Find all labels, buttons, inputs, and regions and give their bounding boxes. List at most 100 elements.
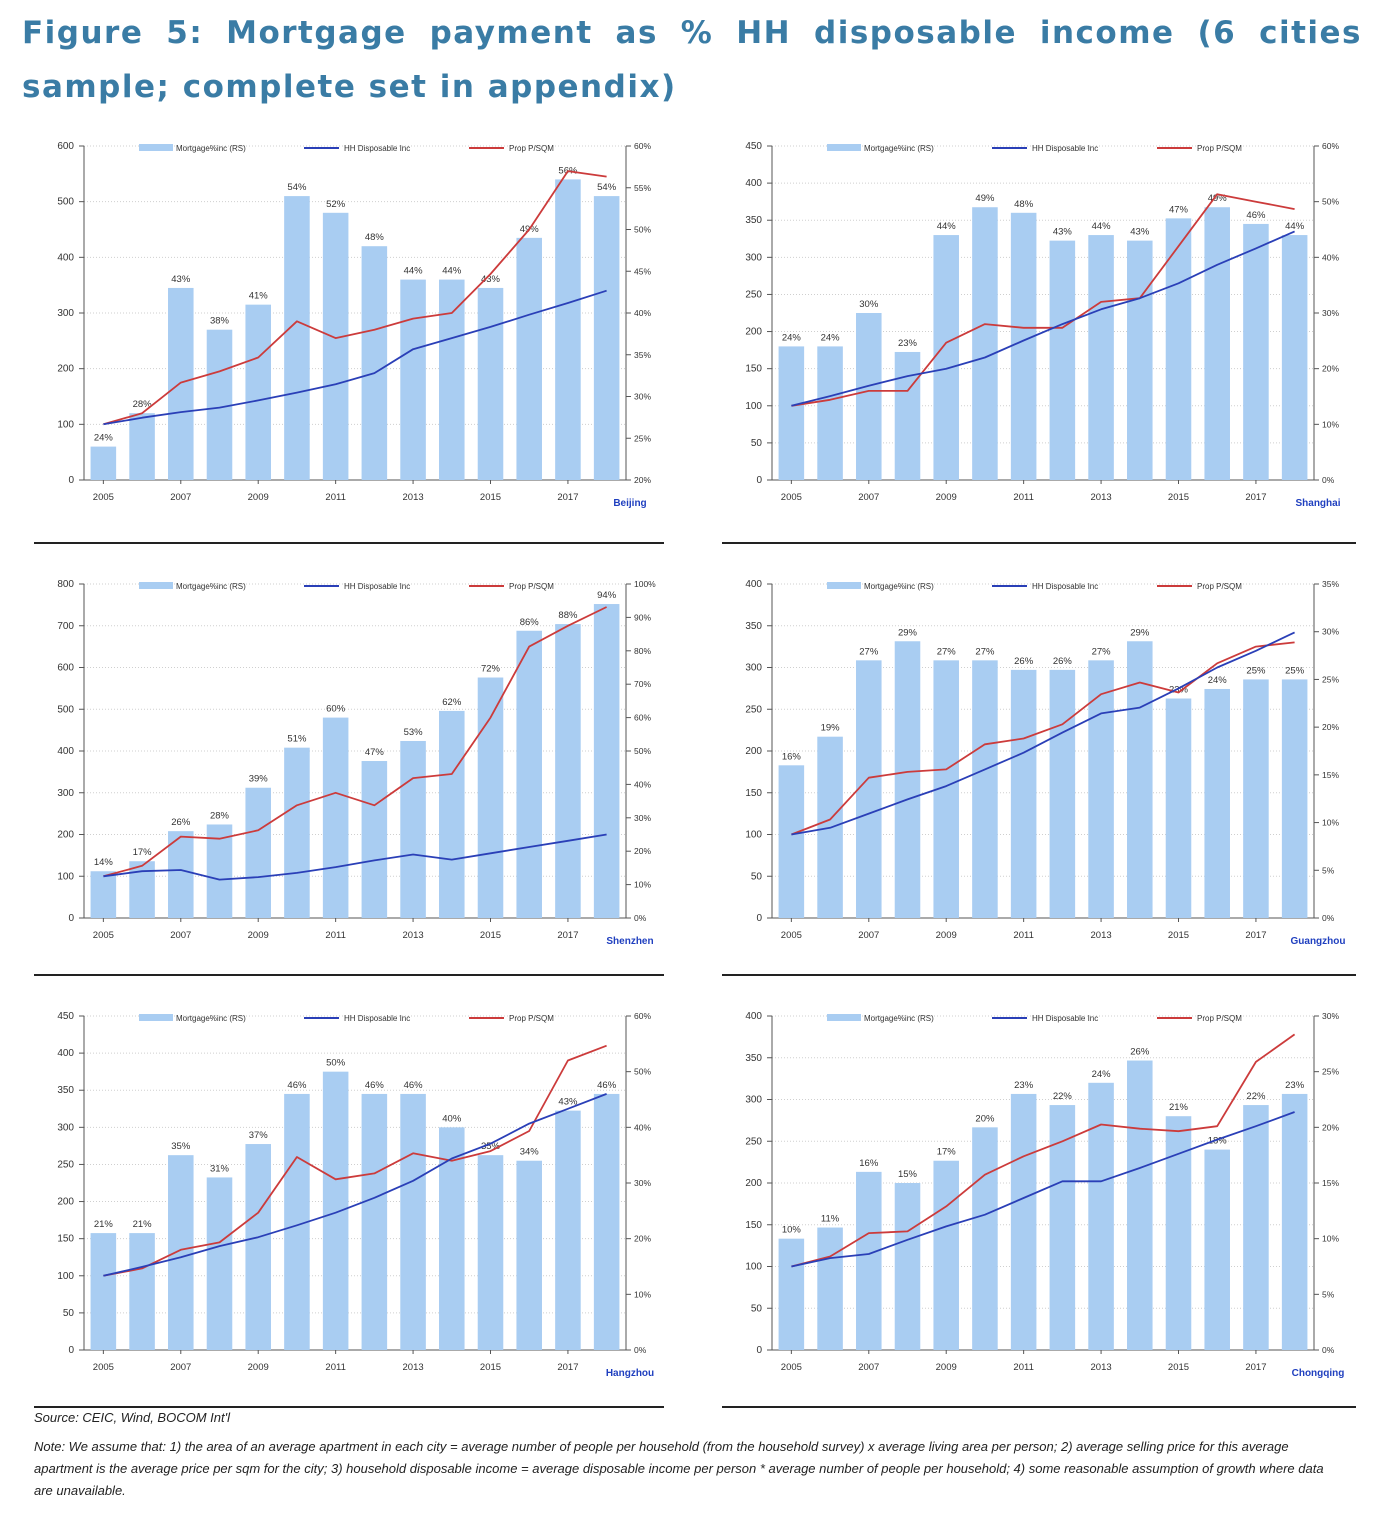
- left-tick-label: 0: [68, 1345, 74, 1356]
- bar-2007: [168, 831, 194, 918]
- right-tick-label: 0%: [1322, 1345, 1335, 1355]
- right-tick-label: 0%: [1322, 913, 1335, 923]
- bar-label: 25%: [1285, 665, 1305, 676]
- right-tick-label: 10%: [634, 880, 651, 890]
- bar-label: 16%: [782, 751, 802, 762]
- bar-label: 23%: [1169, 685, 1189, 696]
- hh-disposable-income-line: [791, 230, 1295, 407]
- right-tick-label: 100%: [634, 579, 656, 589]
- legend-hh-label: HH Disposable Inc: [1032, 144, 1098, 153]
- left-tick-label: 100: [745, 830, 762, 841]
- left-tick-label: 700: [57, 621, 74, 632]
- legend-prop-label: Prop P/SQM: [509, 144, 554, 153]
- bar-2006: [129, 861, 155, 918]
- bar-label: 54%: [287, 182, 307, 193]
- prop-psqm-line: [791, 1033, 1296, 1268]
- bar-2006: [817, 346, 843, 480]
- bar-2008: [206, 329, 233, 480]
- bar-2010: [284, 196, 310, 480]
- x-tick-label: 2007: [170, 1362, 191, 1373]
- x-tick-label: 2011: [1013, 1362, 1033, 1373]
- legend-mortgage-label: Mortgage%inc (RS): [864, 144, 934, 153]
- x-tick-label: 2007: [170, 492, 191, 503]
- left-tick-label: 0: [756, 913, 762, 924]
- x-tick-label: 2013: [1091, 1362, 1112, 1373]
- chart-svg: 0 50 100 150 200 250 300 350 400 0% 5% 10% 15% 20% 25%…: [745, 579, 1345, 947]
- bar-label: 27%: [975, 646, 995, 657]
- left-tick-label: 350: [745, 215, 762, 226]
- separator-row2-right: [722, 974, 1356, 976]
- bar-label: 46%: [365, 1080, 385, 1091]
- x-tick-label: 2017: [557, 930, 578, 941]
- left-tick-label: 150: [57, 1234, 74, 1245]
- figure-title: Figure 5: Mortgage payment as % HH dispo…: [22, 15, 1362, 105]
- x-tick-label: 2009: [936, 1362, 957, 1373]
- bar-label: 11%: [821, 1214, 840, 1225]
- bar-label: 44%: [404, 266, 424, 277]
- left-tick-label: 50: [751, 871, 763, 882]
- bar-label: 46%: [597, 1080, 617, 1091]
- bar-2009: [933, 235, 959, 480]
- legend-bar-swatch: [827, 144, 861, 151]
- bar-label: 40%: [442, 1113, 462, 1124]
- bar-2016: [1204, 1149, 1230, 1350]
- bar-label: 26%: [1053, 656, 1073, 667]
- left-tick-label: 0: [756, 1345, 762, 1356]
- x-tick-label: 2007: [858, 492, 879, 503]
- bar-2011: [1010, 1093, 1037, 1350]
- bar-label: 47%: [1169, 204, 1189, 215]
- bar-2016: [1204, 688, 1230, 918]
- bar-2005: [90, 1233, 117, 1350]
- bar-label: 22%: [1246, 1091, 1266, 1102]
- prop-psqm-line: [791, 641, 1295, 836]
- right-tick-label: 40%: [634, 1122, 651, 1132]
- bar-label: 35%: [171, 1141, 191, 1152]
- legend-bar-swatch: [139, 1014, 173, 1021]
- bar-label: 26%: [1130, 1047, 1150, 1058]
- bar-2005: [90, 871, 117, 918]
- right-tick-label: 50%: [634, 746, 651, 756]
- right-tick-label: 15%: [1322, 770, 1339, 780]
- bar-2008: [894, 1183, 921, 1350]
- left-tick-label: 150: [745, 364, 762, 375]
- city-label: Shanghai: [1295, 498, 1340, 509]
- left-tick-label: 0: [68, 913, 74, 924]
- x-tick-label: 2011: [1013, 930, 1033, 941]
- bar-2012: [1049, 1105, 1076, 1350]
- bar-label: 23%: [1285, 1080, 1305, 1091]
- bar-2005: [90, 446, 117, 480]
- bar-label: 37%: [249, 1130, 269, 1141]
- bar-label: 51%: [287, 734, 307, 745]
- left-tick-label: 450: [57, 1011, 74, 1022]
- left-tick-label: 100: [745, 1262, 762, 1273]
- bar-label: 28%: [210, 810, 230, 821]
- legend-bar-swatch: [827, 582, 861, 589]
- bar-label: 44%: [1285, 221, 1305, 232]
- bar-2018: [593, 196, 620, 480]
- bar-label: 94%: [597, 590, 617, 601]
- chart-shanghai: 0 50 100 150 200 250 300 350 400 450 0% 10% 20% 30% 40…: [722, 128, 1352, 509]
- bar-label: 19%: [821, 723, 841, 734]
- prop-psqm-line: [791, 193, 1295, 407]
- right-tick-label: 45%: [634, 266, 651, 276]
- right-tick-label: 40%: [634, 308, 651, 318]
- bar-2014: [1127, 1060, 1153, 1350]
- right-tick-label: 0%: [634, 913, 647, 923]
- legend-hh-label: HH Disposable Inc: [1032, 582, 1098, 591]
- x-tick-label: 2005: [93, 1362, 114, 1373]
- bar-label: 17%: [937, 1147, 957, 1158]
- x-tick-label: 2013: [403, 1362, 424, 1373]
- bar-2009: [245, 1144, 271, 1350]
- right-tick-label: 10%: [634, 1289, 651, 1299]
- chart-svg: 0 100 200 300 400 500 600 20% 25% 30% 35% 40% 45% 50%…: [57, 141, 651, 509]
- right-tick-label: 20%: [634, 846, 651, 856]
- x-tick-label: 2015: [1168, 492, 1189, 503]
- bar-2011: [1010, 669, 1037, 918]
- bar-2015: [1165, 1116, 1192, 1350]
- bar-2009: [245, 787, 271, 918]
- left-tick-label: 200: [745, 327, 762, 338]
- bar-label: 29%: [898, 627, 918, 638]
- x-tick-label: 2005: [781, 492, 802, 503]
- bar-2013: [400, 1093, 426, 1350]
- x-tick-label: 2015: [480, 930, 501, 941]
